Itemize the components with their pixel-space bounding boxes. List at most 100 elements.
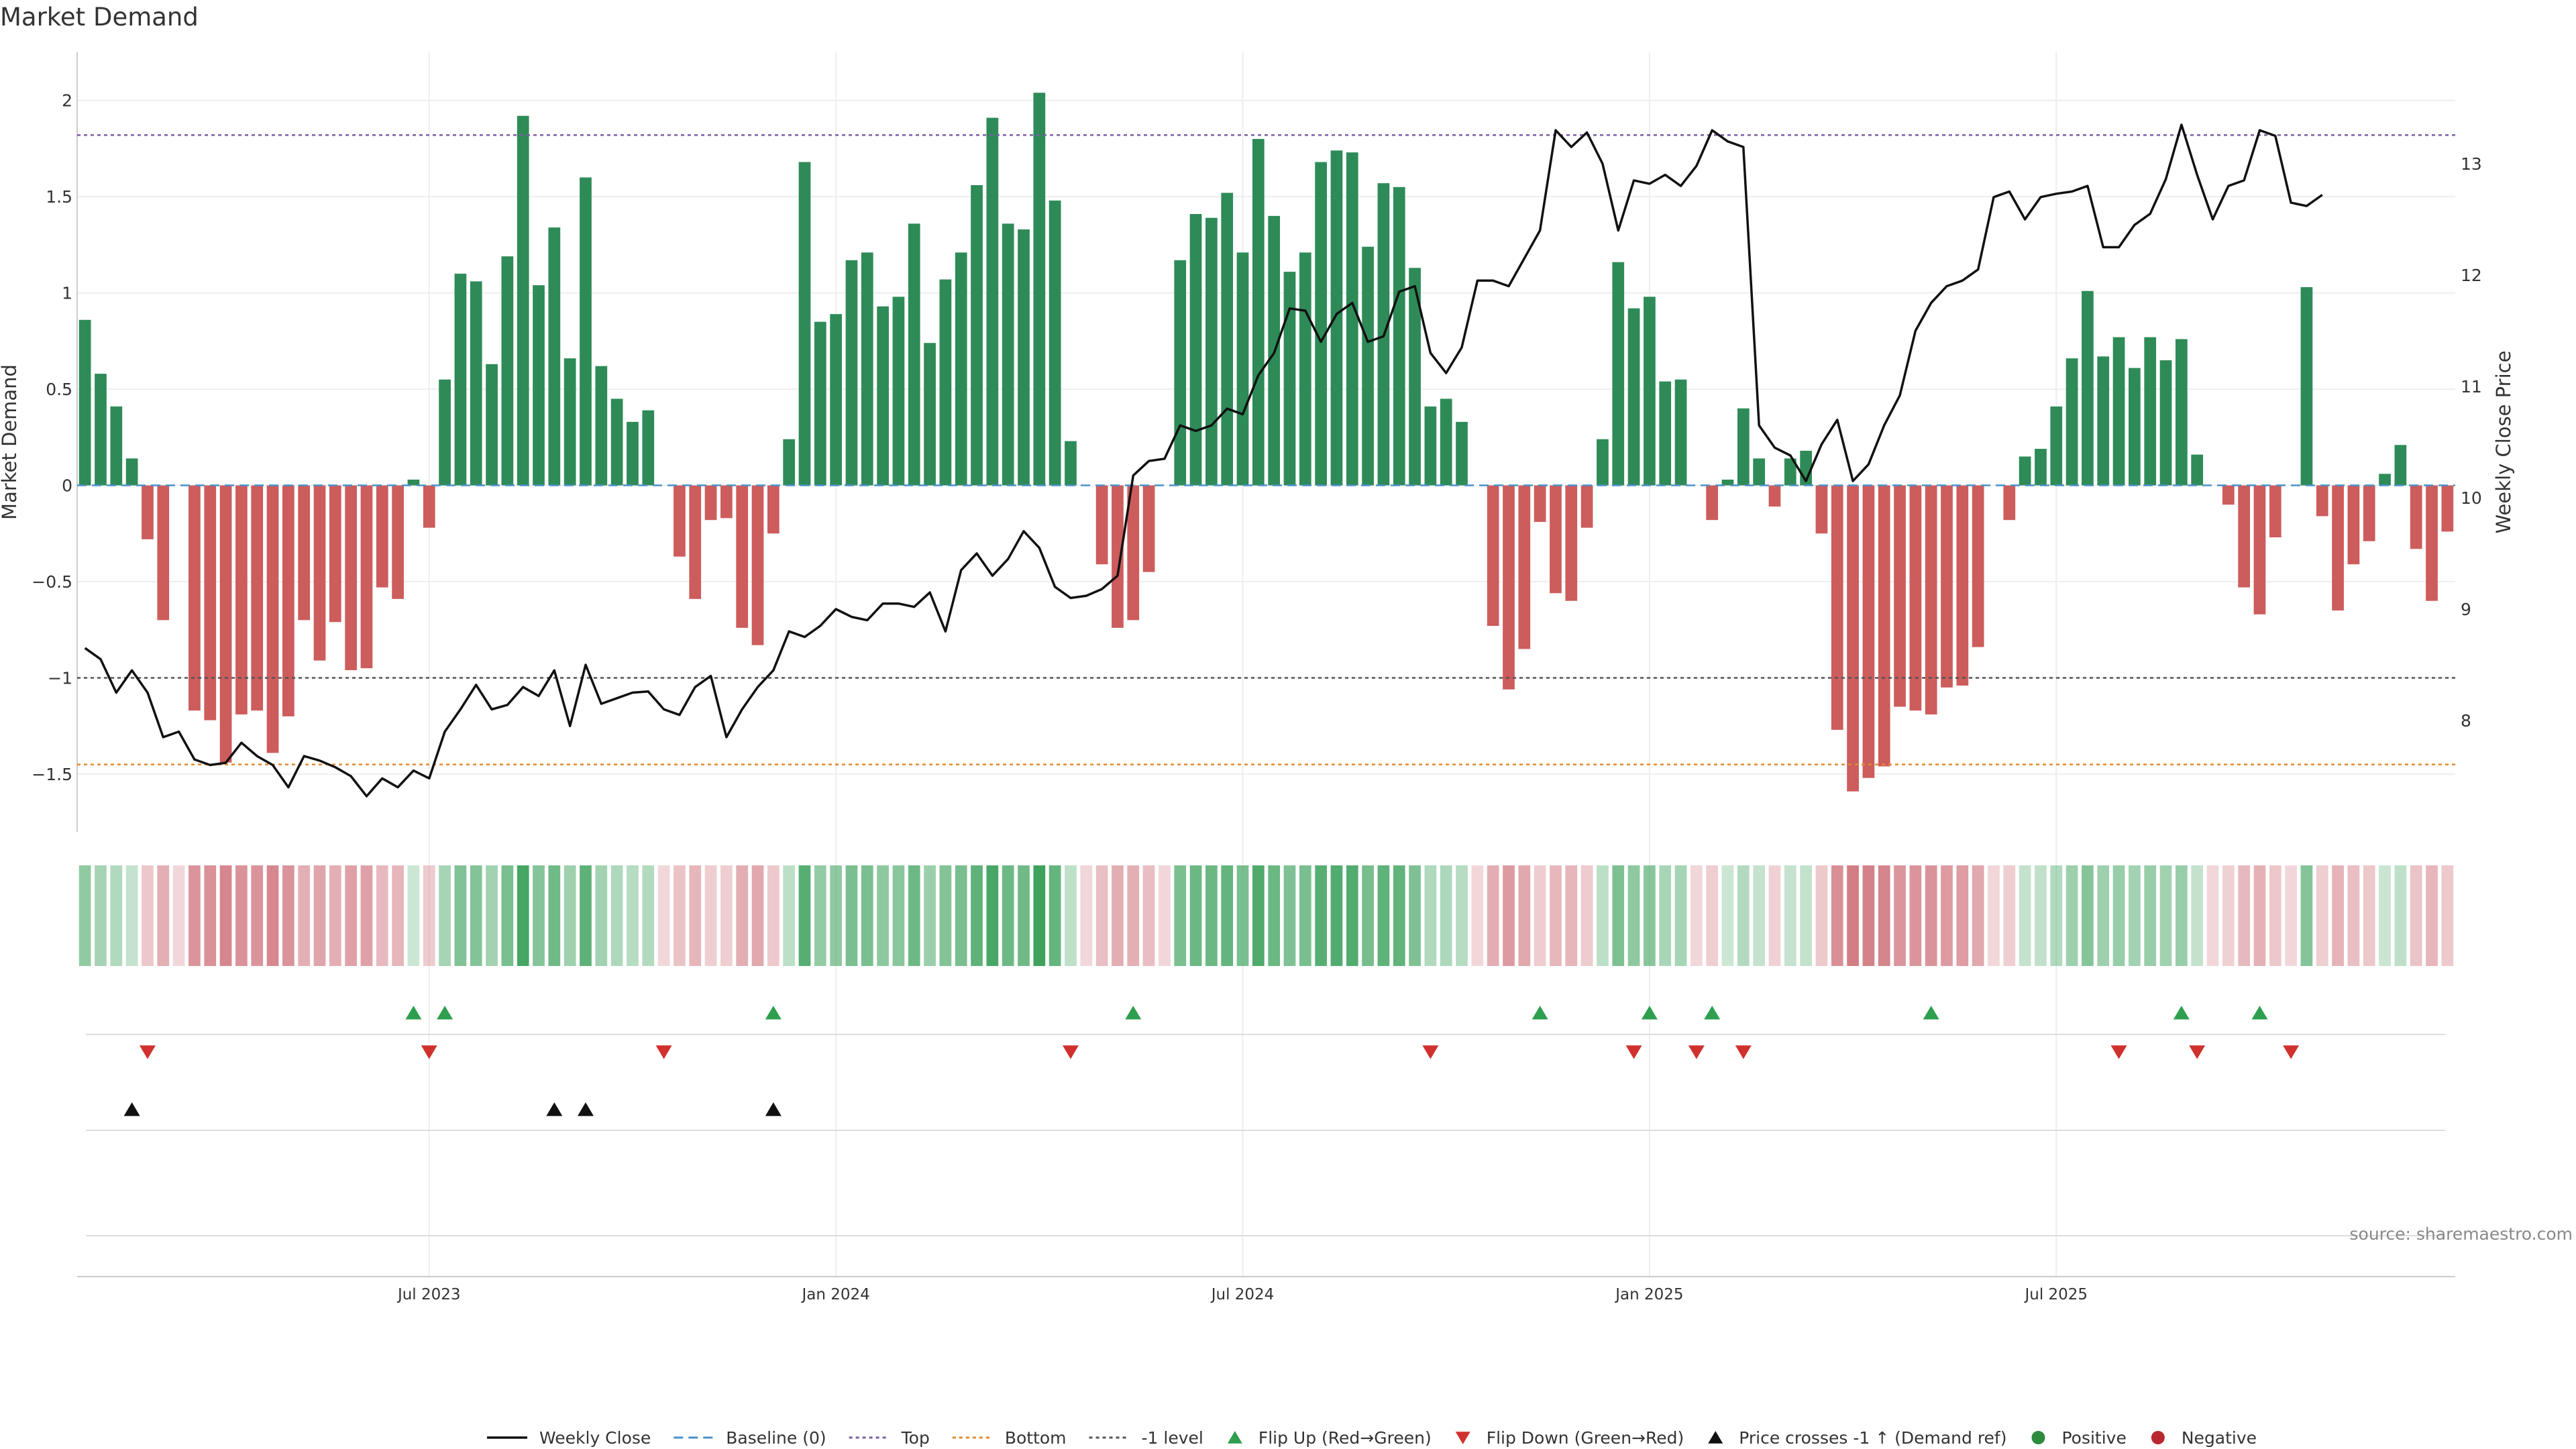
positive-demand-bar: [501, 256, 514, 486]
legend-label: Negative: [2182, 1428, 2257, 1448]
heat-strip-cell: [157, 865, 170, 966]
positive-demand-bar: [2035, 449, 2047, 486]
heat-strip-cell: [533, 865, 545, 966]
flip-down-marker: [1735, 1045, 1752, 1059]
heat-strip-cell: [1988, 865, 2000, 966]
y-tick-label: −1.5: [32, 765, 72, 784]
heat-strip-cell: [407, 865, 420, 966]
negative-demand-bar: [1972, 485, 1984, 647]
heat-strip-cell: [1674, 865, 1687, 966]
heat-strip-cell: [1831, 865, 1843, 966]
heat-strip-cell: [470, 865, 482, 966]
positive-demand-bar: [627, 421, 639, 486]
heat-strip-cell: [1847, 865, 1859, 966]
heat-strip-cell: [1159, 865, 1171, 966]
heat-strip-cell: [251, 865, 264, 966]
heat-strip-cell: [1174, 865, 1187, 966]
positive-demand-bar: [1612, 262, 1625, 486]
negative-demand-bar: [157, 485, 170, 621]
heat-strip-cell: [1330, 865, 1343, 966]
positive-demand-bar: [595, 366, 608, 486]
heat-strip-cell: [1315, 865, 1327, 966]
heat-strip-cell: [1002, 865, 1014, 966]
flip-down-marker: [655, 1045, 672, 1059]
heat-strip-cell: [1424, 865, 1437, 966]
y2-tick-label: 9: [2461, 600, 2471, 619]
heat-strip-cell: [2144, 865, 2157, 966]
positive-demand-bar: [830, 314, 842, 486]
y2-tick-label: 13: [2461, 154, 2482, 174]
flip-down-marker: [421, 1045, 437, 1059]
heat-strip-cell: [1252, 865, 1265, 966]
positive-demand-bar: [470, 281, 482, 486]
heat-strip-cell: [1941, 865, 1953, 966]
positive-demand-bar: [1737, 408, 1750, 486]
heat-strip-cell: [204, 865, 217, 966]
positive-demand-bar: [2159, 360, 2172, 486]
legend-label: Positive: [2061, 1428, 2126, 1448]
heat-strip-cell: [1362, 865, 1374, 966]
y2-tick-label: 11: [2461, 377, 2482, 396]
positive-demand-bar: [1315, 162, 1327, 486]
heat-strip-cell: [580, 865, 592, 966]
heat-strip-cell: [1580, 865, 1593, 966]
positive-demand-bar: [642, 410, 655, 486]
positive-demand-bar: [2144, 337, 2157, 486]
flip-down-marker: [1062, 1045, 1079, 1059]
negative-demand-bar: [2363, 485, 2375, 541]
heat-strip-cell: [2441, 865, 2454, 966]
positive-demand-bar: [1721, 479, 1734, 486]
heat-strip-cell: [1503, 865, 1515, 966]
negative-demand-bar: [1847, 485, 1859, 792]
negative-demand-bar: [1956, 485, 1969, 686]
price-cross-marker: [546, 1102, 563, 1116]
flip-up-marker: [1923, 1006, 1939, 1020]
heat-strip-cell: [2394, 865, 2407, 966]
positive-demand-bar: [845, 260, 858, 486]
heat-strip-cell: [1393, 865, 1405, 966]
heat-strip-cell: [266, 865, 279, 966]
heat-strip-cell: [720, 865, 733, 966]
negative-demand-bar: [1550, 485, 1562, 594]
heat-strip-cell: [2410, 865, 2422, 966]
x-tick-label: Jul 2025: [2023, 1286, 2088, 1303]
negative-demand-bar: [329, 485, 341, 623]
heat-strip-cell: [282, 865, 294, 966]
negative-demand-bar: [313, 485, 326, 661]
negative-demand-bar: [142, 485, 154, 539]
positive-demand-bar: [1299, 252, 1311, 486]
negative-demand-bar: [704, 485, 717, 521]
negative-demand-bar: [1095, 485, 1108, 565]
heat-strip-cell: [2253, 865, 2266, 966]
negative-demand-bar: [1518, 485, 1531, 649]
positive-demand-bar: [986, 117, 999, 486]
heat-strip-cell: [2285, 865, 2297, 966]
heat-strip-cell: [845, 865, 858, 966]
negative-demand-bar: [720, 485, 733, 519]
negative-demand-bar: [1909, 485, 1922, 711]
heat-strip-cell: [1753, 865, 1766, 966]
price-cross-marker: [577, 1102, 594, 1116]
heat-strip-cell: [1487, 865, 1499, 966]
heat-strip-cell: [2035, 865, 2047, 966]
y-tick-label: 1: [62, 284, 72, 303]
positive-demand-bar: [1189, 214, 1202, 486]
positive-demand-bar: [955, 252, 967, 486]
heat-strip-cell: [1189, 865, 1202, 966]
legend-key-circle: [2151, 1431, 2165, 1444]
heat-strip-cell: [924, 865, 936, 966]
heat-strip-cell: [1737, 865, 1750, 966]
positive-demand-bar: [908, 223, 920, 486]
heat-strip-cell: [360, 865, 373, 966]
negative-demand-bar: [1580, 485, 1593, 528]
x-tick-label: Jan 2024: [800, 1286, 869, 1303]
positive-demand-bar: [1674, 379, 1687, 486]
flip-down-marker: [1422, 1045, 1439, 1059]
positive-demand-bar: [564, 358, 576, 486]
negative-demand-bar: [1925, 485, 1937, 714]
flip-down-marker: [2189, 1045, 2206, 1059]
positive-demand-bar: [1221, 193, 1234, 486]
positive-demand-bar: [1065, 441, 1077, 486]
positive-demand-bar: [1018, 229, 1030, 486]
heat-strip-cell: [1925, 865, 1937, 966]
